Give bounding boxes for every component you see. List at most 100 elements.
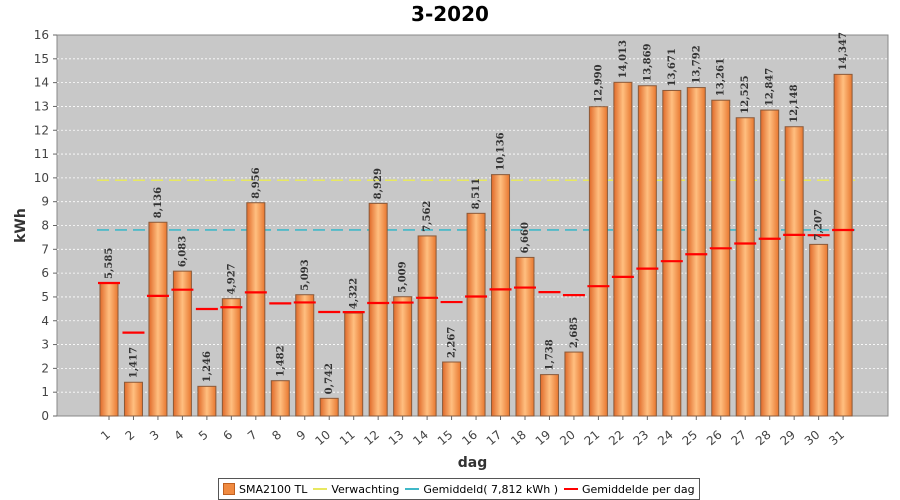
bar — [588, 106, 608, 417]
x-axis-label: dag — [458, 455, 488, 471]
legend-label-average: Gemiddeld( 7,812 kWh ) — [423, 482, 559, 496]
bar-value-label: 10,136 — [496, 132, 507, 170]
x-tick-label: 24 — [655, 428, 676, 449]
bar — [515, 256, 535, 417]
x-tick-label: 19 — [533, 428, 554, 449]
x-tick-label: 28 — [753, 428, 774, 449]
bar-value-label: 4,927 — [226, 263, 237, 294]
bar — [197, 385, 217, 417]
x-tick-label: 7 — [245, 428, 260, 444]
y-tick-label: 15 — [34, 52, 49, 66]
y-tick-label: 14 — [34, 76, 49, 90]
legend-expected-swatch — [313, 488, 328, 490]
bar — [564, 351, 584, 417]
bar — [809, 243, 829, 417]
x-tick-label: 25 — [680, 428, 701, 449]
y-tick-label: 11 — [34, 147, 49, 161]
bar — [784, 126, 804, 417]
bar — [760, 109, 780, 417]
chart-title: 3-2020 — [411, 2, 489, 26]
bar-value-label: 1,738 — [544, 339, 555, 370]
bar — [637, 85, 657, 417]
x-tick-label: 14 — [410, 428, 431, 449]
bar — [613, 81, 633, 417]
bar — [686, 87, 706, 417]
bar — [99, 282, 119, 417]
y-tick-label: 13 — [34, 99, 49, 113]
y-tick-label: 5 — [41, 290, 49, 304]
legend: SMA2100 TL Verwachting Gemiddeld( 7,812 … — [218, 478, 700, 500]
bar-value-label: 8,511 — [471, 178, 482, 209]
bar-value-label: 7,562 — [422, 201, 433, 232]
bar-value-label: 4,322 — [349, 278, 360, 309]
legend-item-expected: Verwachting — [313, 483, 399, 496]
bar — [539, 374, 559, 417]
bar-value-label: 8,929 — [373, 168, 384, 199]
bar — [221, 298, 241, 417]
x-tick-label: 11 — [337, 428, 358, 449]
x-tick-label: 23 — [631, 428, 652, 449]
bar-value-label: 14,347 — [838, 32, 849, 70]
legend-item-average: Gemiddeld( 7,812 kWh ) — [405, 483, 558, 496]
bar — [123, 381, 143, 417]
bar-value-label: 14,013 — [618, 40, 629, 78]
bar-value-label: 13,671 — [667, 48, 678, 86]
bar-value-label: 2,267 — [447, 327, 458, 358]
x-tick-label: 13 — [386, 428, 407, 449]
x-tick-label: 16 — [459, 428, 480, 449]
legend-bar-swatch — [223, 483, 235, 495]
x-tick-label: 4 — [171, 428, 186, 444]
bar-value-label: 8,136 — [153, 187, 164, 218]
bar-value-label: 0,742 — [324, 363, 335, 394]
bar — [735, 117, 755, 417]
legend-item-production: SMA2100 TL — [223, 483, 307, 496]
x-tick-label: 3 — [147, 428, 162, 444]
bar — [270, 380, 290, 417]
x-tick-label: 12 — [361, 428, 382, 449]
bar-value-label: 5,009 — [398, 261, 409, 292]
bar-value-label: 12,525 — [740, 75, 751, 113]
x-tick-label: 9 — [294, 428, 309, 444]
legend-daily-average-swatch — [564, 488, 579, 490]
y-axis-label: kWh — [13, 208, 29, 243]
bar-value-label: 1,246 — [202, 351, 213, 382]
bar — [491, 174, 511, 417]
bar — [833, 73, 853, 417]
bar-value-label: 5,585 — [104, 248, 115, 279]
bar-value-label: 12,847 — [765, 68, 776, 106]
y-tick-label: 10 — [34, 171, 49, 185]
y-tick-label: 1 — [41, 385, 49, 399]
x-tick-label: 27 — [728, 428, 749, 449]
x-tick-label: 30 — [802, 428, 823, 449]
y-tick-label: 7 — [41, 242, 49, 256]
x-tick-label: 22 — [606, 428, 627, 449]
legend-average-swatch — [405, 488, 420, 490]
x-tick-label: 2 — [123, 428, 138, 444]
x-tick-label: 18 — [508, 428, 529, 449]
bar-value-label: 13,792 — [691, 45, 702, 83]
x-tick-label: 5 — [196, 428, 211, 444]
y-tick-label: 6 — [41, 266, 49, 280]
y-tick-label: 8 — [41, 219, 49, 233]
x-tick-label: 10 — [312, 428, 333, 449]
bar — [368, 202, 388, 417]
x-tick-label: 17 — [484, 428, 505, 449]
legend-label-daily-average: Gemiddelde per dag — [582, 482, 695, 496]
y-tick-label: 0 — [41, 409, 49, 423]
x-tick-label: 15 — [435, 428, 456, 449]
bar-value-label: 13,869 — [642, 43, 653, 81]
bar — [417, 235, 437, 417]
x-tick-label: 29 — [777, 428, 798, 449]
bar-value-label: 6,083 — [177, 236, 188, 267]
bar — [246, 202, 266, 417]
y-tick-label: 12 — [34, 123, 49, 137]
x-tick-label: 8 — [269, 428, 284, 444]
x-tick-label: 21 — [582, 428, 603, 449]
bar-value-label: 13,261 — [716, 58, 727, 96]
bar — [344, 312, 364, 417]
bar-value-label: 1,417 — [128, 347, 139, 378]
y-tick-label: 4 — [41, 314, 49, 328]
bar-value-label: 12,990 — [593, 64, 604, 102]
bar-value-label: 2,685 — [569, 317, 580, 348]
